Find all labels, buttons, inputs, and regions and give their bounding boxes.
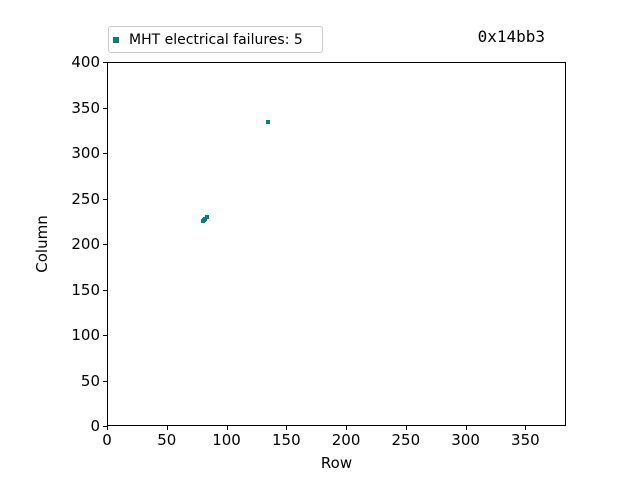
x-tick-mark <box>226 426 228 430</box>
x-tick-label: 150 <box>271 431 301 449</box>
y-tick-label: 350 <box>71 98 100 117</box>
y-tick-mark <box>103 380 107 382</box>
x-tick-label: 350 <box>511 431 540 449</box>
chip-id-label: 0x14bb3 <box>477 27 545 46</box>
x-tick-label: 0 <box>102 431 112 449</box>
x-tick-label: 300 <box>451 431 480 449</box>
y-tick-mark <box>103 153 107 154</box>
x-tick-mark <box>405 426 407 430</box>
x-tick-label: 50 <box>157 431 177 449</box>
plot-area <box>107 62 566 426</box>
scatter-point <box>205 214 210 219</box>
legend: MHT electrical failures: 5 <box>108 26 323 53</box>
y-tick-mark <box>103 244 107 245</box>
y-tick-label: 0 <box>90 417 100 435</box>
x-tick-mark <box>465 426 467 430</box>
scatter-point <box>203 216 208 221</box>
x-tick-label: 250 <box>391 431 421 449</box>
legend-label: MHT electrical failures: 5 <box>129 31 303 48</box>
y-tick-label: 300 <box>71 144 100 162</box>
x-tick-mark <box>525 426 527 430</box>
y-axis-label: Column <box>33 215 51 273</box>
scatter-point <box>266 120 271 125</box>
y-tick-mark <box>103 107 107 109</box>
y-tick-mark <box>103 198 107 200</box>
y-tick-mark <box>103 335 107 336</box>
y-tick-label: 400 <box>71 53 100 71</box>
x-tick-mark <box>166 426 168 430</box>
x-tick-label: 200 <box>331 431 361 449</box>
x-tick-label: 100 <box>212 431 241 449</box>
y-tick-mark <box>103 289 107 291</box>
x-tick-mark <box>286 426 288 430</box>
y-tick-label: 50 <box>80 371 100 390</box>
y-tick-mark <box>103 62 107 63</box>
x-tick-mark <box>346 426 348 430</box>
y-tick-mark <box>103 426 107 427</box>
x-axis-label: Row <box>320 454 353 472</box>
y-tick-label: 250 <box>71 189 100 208</box>
y-tick-label: 100 <box>71 326 100 344</box>
y-tick-label: 200 <box>71 235 100 253</box>
legend-marker-icon <box>113 36 119 43</box>
x-tick-mark <box>107 426 108 430</box>
y-tick-label: 150 <box>71 280 100 299</box>
